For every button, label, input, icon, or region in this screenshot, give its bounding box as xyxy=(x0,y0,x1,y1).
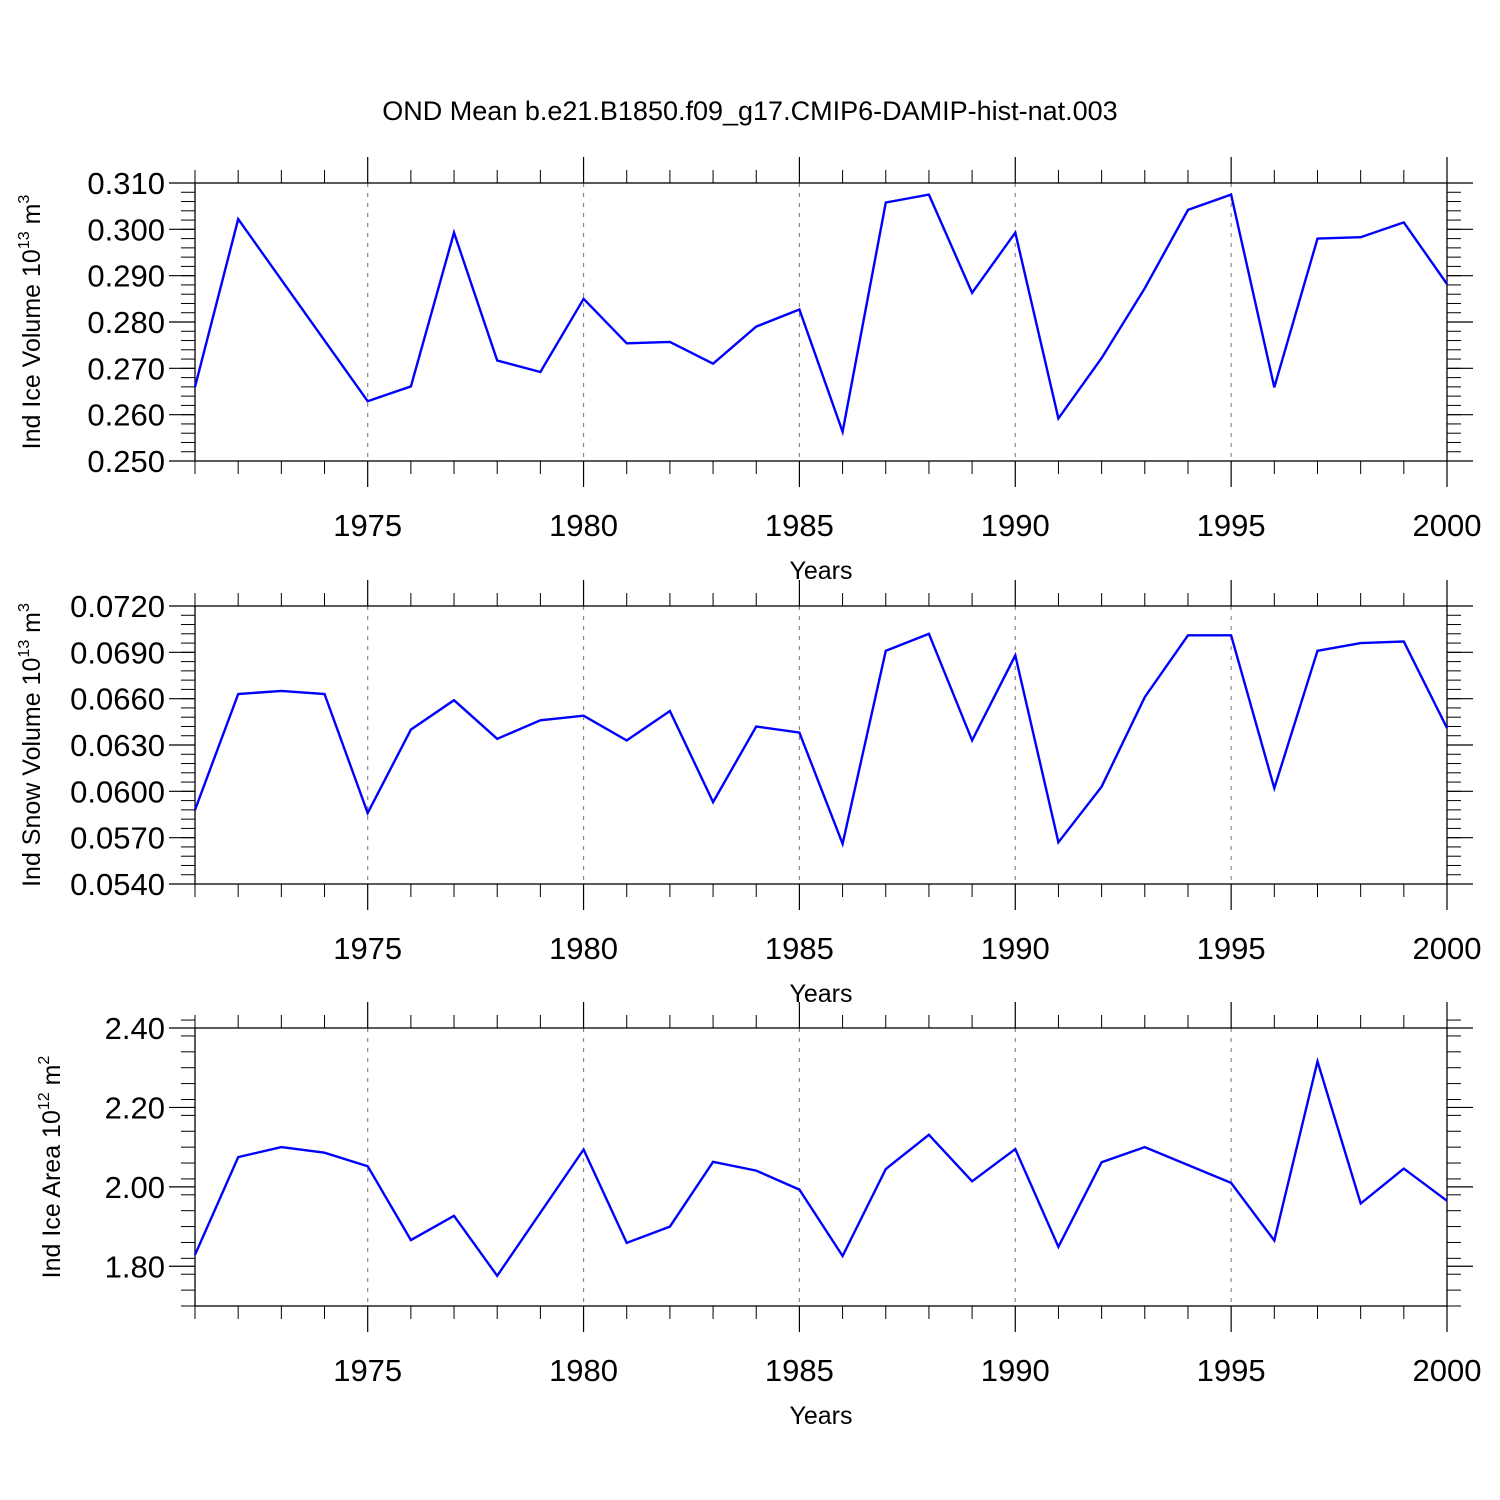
x-tick-label: 2000 xyxy=(1413,931,1482,966)
y-axis-label: Ind Ice Area 1012 m2 xyxy=(36,1056,66,1279)
x-tick-label: 1980 xyxy=(549,508,618,543)
x-tick-label: 1990 xyxy=(981,508,1050,543)
x-tick-label: 1985 xyxy=(765,931,834,966)
x-tick-label: 1995 xyxy=(1197,508,1266,543)
panel-3: 1.80 2.00 2.20 2.40 1975 1980 1985 1990 1995 2000… xyxy=(36,1002,1481,1430)
x-tick-label: 1990 xyxy=(981,931,1050,966)
y-tick-label: 0.0540 xyxy=(70,867,165,902)
x-tick-label: 1975 xyxy=(333,1353,402,1388)
x-axis-label: Years xyxy=(789,1402,852,1430)
x-tick-label: 1995 xyxy=(1197,1353,1266,1388)
y-tick-label: 2.20 xyxy=(105,1090,165,1125)
y-tick-label: 0.300 xyxy=(87,212,165,247)
chart-title: OND Mean b.e21.B1850.f09_g17.CMIP6-DAMIP… xyxy=(382,96,1117,126)
panel-1: 0.250 0.260 0.270 0.280 0.290 0.300 0.310 1975 1… xyxy=(16,157,1481,585)
plot-frame xyxy=(194,605,1448,885)
y-tick-label: 0.0600 xyxy=(70,774,165,809)
y-tick-label: 0.0660 xyxy=(70,682,165,717)
y-axis-label: Ind Ice Volume 1013 m3 xyxy=(16,195,46,450)
x-tick-label: 2000 xyxy=(1413,508,1482,543)
x-tick-label: 1985 xyxy=(765,1353,834,1388)
y-tick-label: 2.00 xyxy=(105,1170,165,1205)
series-line xyxy=(193,193,1448,437)
series-line xyxy=(193,632,1449,848)
x-tick-label: 1990 xyxy=(981,1353,1050,1388)
x-tick-label: 1985 xyxy=(765,508,834,543)
plot-frame xyxy=(194,1027,1448,1307)
y-tick-label: 0.310 xyxy=(87,166,165,201)
y-tick-label: 0.280 xyxy=(87,305,165,340)
y-tick-label: 0.290 xyxy=(87,259,165,294)
y-tick-label: 0.0720 xyxy=(70,589,165,624)
x-tick-label: 1980 xyxy=(549,931,618,966)
y-tick-label: 0.0690 xyxy=(70,635,165,670)
x-tick-label: 1975 xyxy=(333,931,402,966)
y-tick-label: 0.260 xyxy=(87,398,165,433)
y-tick-label: 0.250 xyxy=(87,444,165,479)
panel-2: 0.0540 0.0570 0.0600 0.0630 0.0660 0.0690 0.07… xyxy=(16,580,1481,1008)
y-tick-label: 2.40 xyxy=(105,1011,165,1046)
y-tick-label: 0.0630 xyxy=(70,728,165,763)
y-tick-label: 0.270 xyxy=(87,351,165,386)
x-tick-label: 2000 xyxy=(1413,1353,1482,1388)
x-tick-label: 1995 xyxy=(1197,931,1266,966)
x-tick-label: 1980 xyxy=(549,1353,618,1388)
y-axis-label: Ind Snow Volume 1013 m3 xyxy=(16,603,46,887)
y-tick-label: 1.80 xyxy=(105,1249,165,1284)
x-tick-label: 1975 xyxy=(333,508,402,543)
y-tick-label: 0.0570 xyxy=(70,821,165,856)
series-line xyxy=(193,1056,1448,1278)
